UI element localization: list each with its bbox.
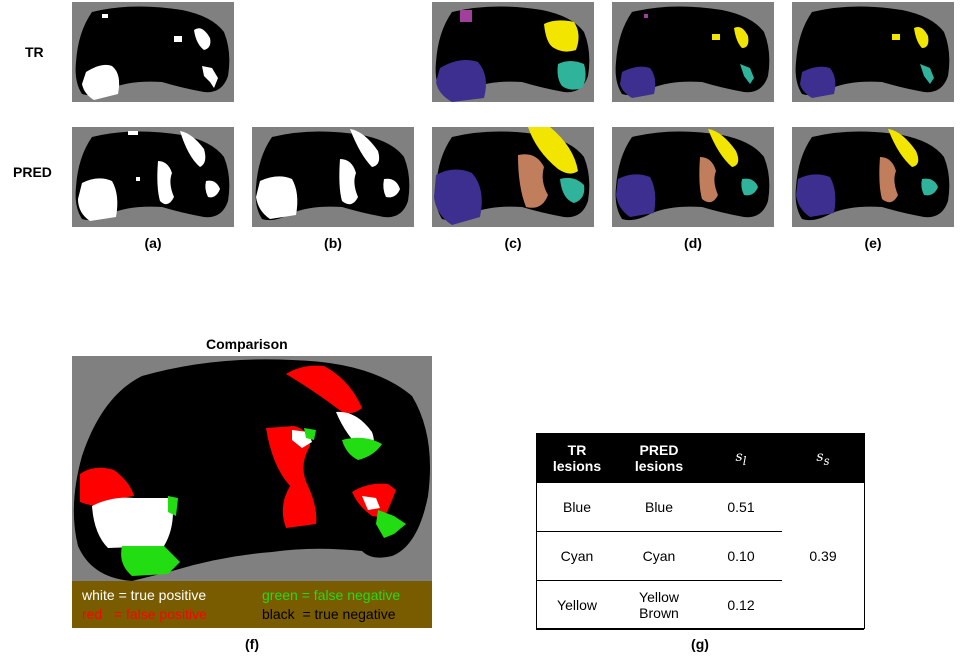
cell-pred: Yellow Brown	[618, 580, 700, 630]
header-pred-line2: lesions	[634, 458, 684, 474]
lesion-label-image	[432, 127, 594, 227]
lesion-score-table: TR lesions PRED lesions sl ss Blue Blue 0.…	[536, 433, 864, 630]
header-tr-line2: lesions	[552, 458, 602, 474]
panel-pred-a	[72, 127, 234, 227]
lesion-label-image	[612, 127, 774, 227]
panel-tr-c	[432, 2, 594, 102]
legend-fp: red = false positive	[82, 606, 207, 622]
panel-tr-e	[792, 2, 954, 102]
header-tr-lesions: TR lesions	[536, 433, 618, 483]
segmentation-image	[252, 127, 414, 227]
header-pred-lesions: PRED lesions	[618, 433, 700, 483]
header-sl-subscript: l	[742, 453, 747, 468]
comparison-panel	[72, 356, 432, 581]
legend-tn-text: = true negative	[294, 606, 396, 622]
caption-e: (e)	[864, 235, 882, 251]
panel-pred-b	[252, 127, 414, 227]
cell-sl: 0.10	[700, 531, 782, 581]
comparison-title: Comparison	[206, 336, 288, 352]
comparison-image	[72, 356, 432, 581]
legend-tp-text: = true positive	[114, 587, 207, 603]
cell-sl: 0.12	[700, 580, 782, 630]
legend-tp: white = true positive	[82, 587, 206, 603]
lesion-label-image	[612, 2, 774, 102]
comparison-legend: white = true positive green = false nega…	[72, 581, 432, 628]
header-sl: sl	[700, 433, 782, 483]
header-tr-line1: TR	[567, 442, 587, 458]
legend-tn: black = true negative	[262, 606, 395, 622]
panel-pred-d	[612, 127, 774, 227]
cell-pred: Cyan	[618, 531, 700, 581]
caption-f: (f)	[245, 636, 259, 652]
row-label-pred: PRED	[13, 164, 52, 180]
caption-a: (a)	[144, 235, 162, 251]
cell-tr: Cyan	[536, 531, 618, 581]
legend-tp-color: white	[82, 587, 115, 603]
cell-tr: Blue	[562, 499, 592, 515]
header-ss: ss	[782, 433, 864, 483]
segmentation-image	[72, 127, 234, 227]
table-header-row: TR lesions PRED lesions sl ss	[536, 433, 864, 483]
cell-pred-line2: Brown	[639, 605, 679, 621]
caption-b: (b)	[324, 235, 342, 251]
header-ss-symbol: s	[816, 449, 824, 466]
caption-d: (d)	[684, 235, 702, 251]
cell-tr: Yellow	[536, 580, 618, 630]
legend-fn-color: green	[262, 587, 298, 603]
lesion-label-image	[792, 2, 954, 102]
table-row: Blue Blue 0.51 0.39	[536, 483, 864, 564]
legend-tn-color: black	[262, 606, 295, 622]
legend-fn: green = false negative	[262, 587, 400, 603]
caption-g: (g)	[691, 636, 709, 652]
row-label-tr: TR	[25, 44, 44, 60]
legend-fn-text: = false negative	[297, 587, 401, 603]
header-sl-symbol: s	[735, 449, 743, 466]
cell-ss: 0.39	[809, 548, 837, 564]
table-row: Yellow Yellow Brown 0.12	[536, 580, 864, 630]
lesion-label-image	[432, 2, 594, 102]
segmentation-image	[72, 2, 234, 102]
header-pred-line1: PRED	[639, 442, 679, 458]
header-ss-subscript: s	[823, 453, 830, 468]
lesion-label-image	[792, 127, 954, 227]
panel-pred-c	[432, 127, 594, 227]
cell-sl: 0.51	[727, 499, 755, 515]
cell-pred: Blue	[644, 499, 674, 515]
table-row: Cyan Cyan 0.10	[536, 531, 864, 581]
panel-tr-a	[72, 2, 234, 102]
panel-pred-e	[792, 127, 954, 227]
legend-fp-color: red	[82, 606, 103, 622]
legend-fp-text: = false positive	[102, 606, 207, 622]
panel-tr-d	[612, 2, 774, 102]
caption-c: (c)	[504, 235, 522, 251]
cell-pred-line1: Yellow	[639, 589, 679, 605]
